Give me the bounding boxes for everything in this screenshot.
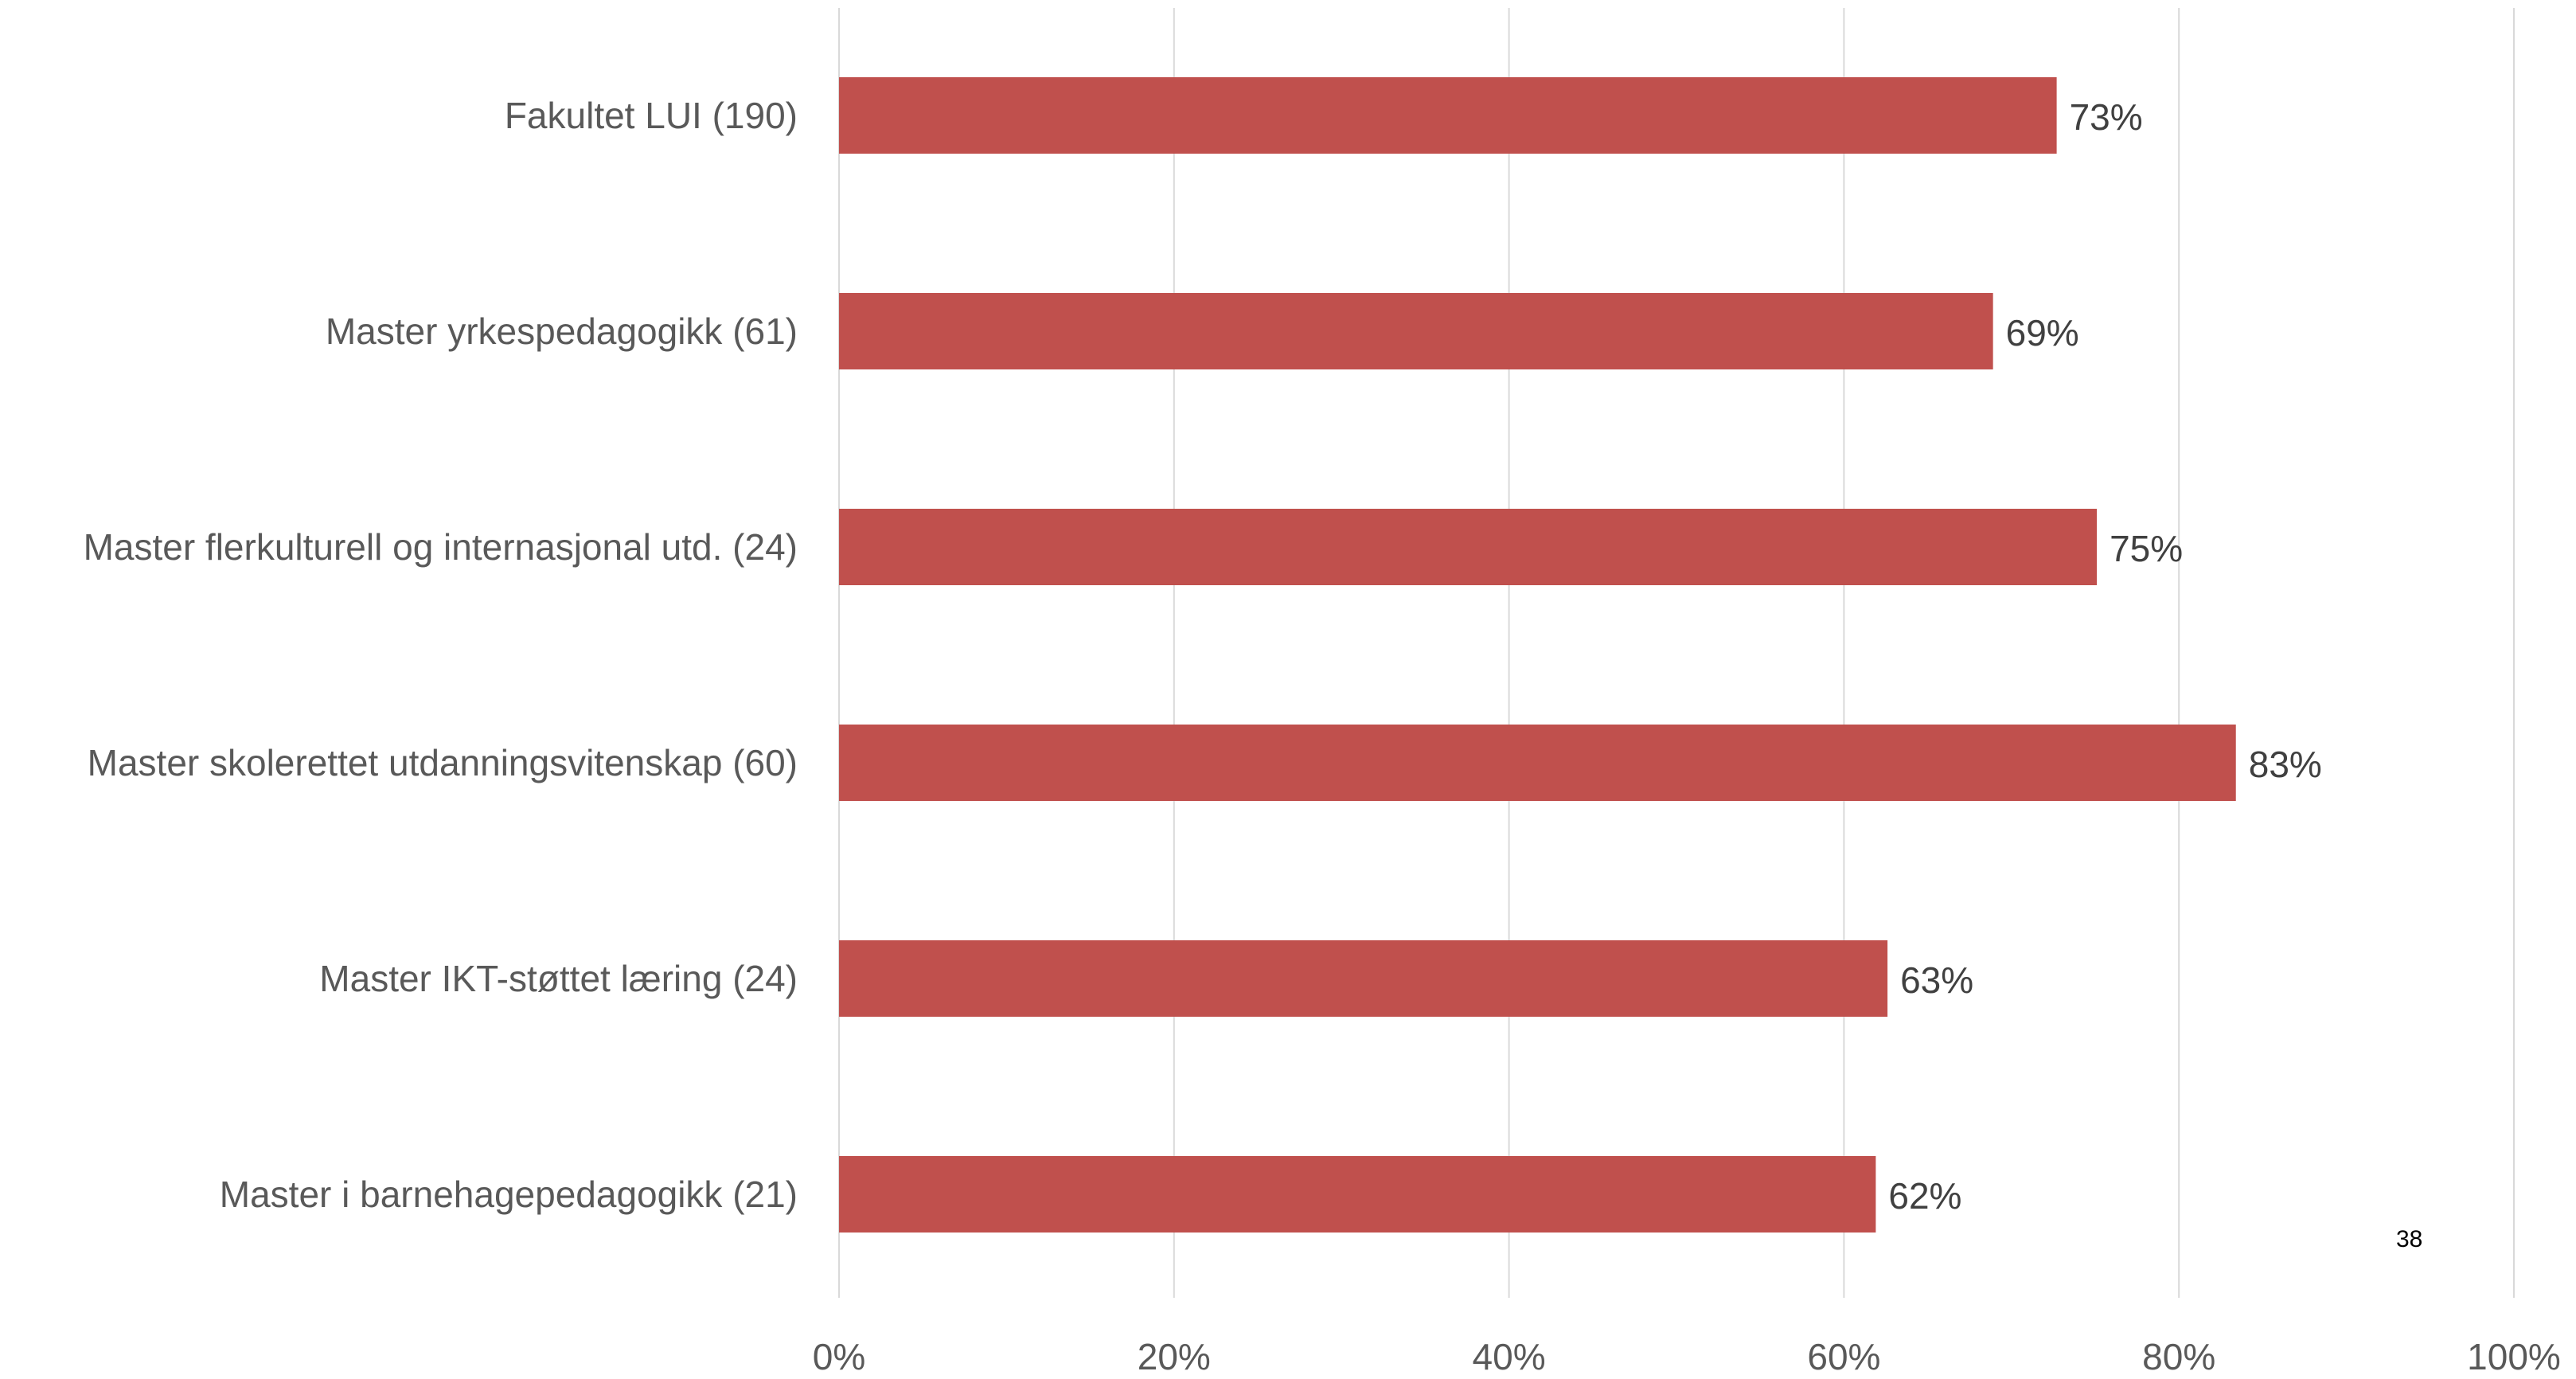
data-label: 63% xyxy=(1900,959,1973,1001)
data-label: 69% xyxy=(2006,312,2079,354)
page-number: 38 xyxy=(2396,1226,2423,1252)
x-tick-label: 20% xyxy=(1138,1336,1211,1377)
data-label: 62% xyxy=(1888,1175,1961,1217)
labels: 0% 20% 40% 60% 80% 100% Fakultet LUI (190) 73% M… xyxy=(84,95,2561,1377)
gridlines xyxy=(838,8,2515,1298)
data-label: 75% xyxy=(2110,528,2183,569)
category-label: Master skolerettet utdanningsvitenskap (… xyxy=(88,742,798,783)
bar xyxy=(839,77,2057,154)
x-tick-label: 40% xyxy=(1473,1336,1546,1377)
category-label: Master i barnehagepedagogikk (21) xyxy=(220,1174,798,1215)
x-tick-label: 80% xyxy=(2142,1336,2215,1377)
category-label: Fakultet LUI (190) xyxy=(505,95,798,136)
bar xyxy=(839,509,2098,585)
x-tick-label: 0% xyxy=(813,1336,865,1377)
bar xyxy=(839,1156,1876,1233)
data-label: 83% xyxy=(2249,744,2322,785)
x-tick-label: 100% xyxy=(2467,1336,2561,1377)
category-label: Master IKT-støttet læring (24) xyxy=(319,958,798,999)
bar xyxy=(839,293,1993,369)
bars xyxy=(839,77,2236,1233)
category-label: Master yrkespedagogikk (61) xyxy=(326,311,798,352)
bar xyxy=(839,725,2236,801)
bar xyxy=(839,940,1888,1017)
x-tick-label: 60% xyxy=(1807,1336,1880,1377)
data-label: 73% xyxy=(2070,96,2143,138)
category-label: Master flerkulturell og internasjonal ut… xyxy=(84,526,798,568)
